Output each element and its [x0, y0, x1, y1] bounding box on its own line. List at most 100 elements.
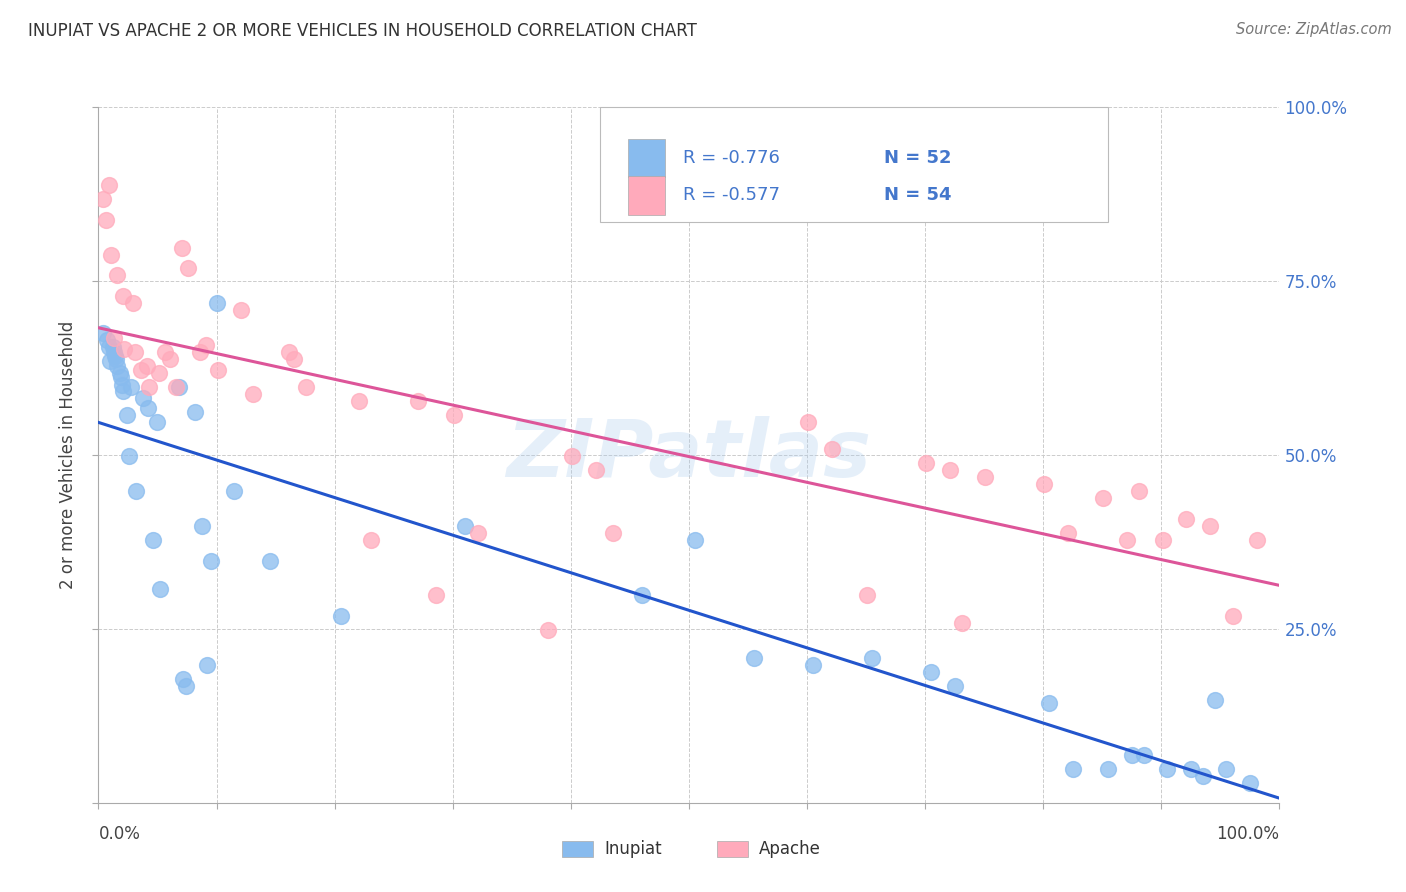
- Point: [91, 192, 114, 206]
- Point: [537, 624, 560, 638]
- Point: [561, 450, 583, 464]
- Point: [105, 351, 128, 366]
- Point: [1175, 512, 1198, 526]
- Point: [195, 658, 218, 673]
- Point: [172, 672, 194, 686]
- Text: N = 52: N = 52: [884, 149, 952, 167]
- Point: [200, 554, 222, 568]
- Point: [1222, 609, 1244, 624]
- Text: N = 54: N = 54: [884, 186, 952, 204]
- Point: [105, 359, 128, 373]
- Point: [98, 354, 121, 368]
- Text: 0.0%: 0.0%: [98, 825, 141, 843]
- Point: [742, 651, 765, 665]
- Y-axis label: 2 or more Vehicles in Household: 2 or more Vehicles in Household: [59, 321, 77, 589]
- Point: [172, 241, 194, 255]
- Point: [1057, 525, 1080, 540]
- Point: [135, 359, 157, 373]
- Point: [115, 408, 138, 422]
- Point: [329, 609, 352, 624]
- FancyBboxPatch shape: [627, 138, 665, 177]
- Point: [259, 554, 281, 568]
- Point: [360, 533, 382, 547]
- Text: 100.0%: 100.0%: [1216, 825, 1279, 843]
- Point: [98, 340, 121, 354]
- Point: [943, 679, 966, 693]
- Point: [683, 533, 706, 547]
- Text: Apache: Apache: [759, 840, 821, 858]
- Point: [1215, 763, 1237, 777]
- Point: [1152, 533, 1174, 547]
- Point: [443, 408, 465, 422]
- Point: [100, 247, 122, 261]
- Point: [1116, 533, 1139, 547]
- Point: [856, 589, 879, 603]
- Point: [149, 582, 172, 596]
- Point: [191, 519, 214, 533]
- Point: [184, 405, 207, 419]
- FancyBboxPatch shape: [600, 107, 1108, 222]
- Point: [1156, 763, 1178, 777]
- Point: [1092, 491, 1115, 505]
- Point: [167, 380, 190, 394]
- FancyBboxPatch shape: [627, 177, 665, 215]
- Point: [1191, 769, 1213, 783]
- Point: [630, 589, 652, 603]
- Point: [425, 589, 447, 603]
- Point: [108, 366, 131, 380]
- Point: [112, 384, 135, 398]
- Text: R = -0.577: R = -0.577: [683, 186, 780, 204]
- Text: INUPIAT VS APACHE 2 OR MORE VEHICLES IN HOUSEHOLD CORRELATION CHART: INUPIAT VS APACHE 2 OR MORE VEHICLES IN …: [28, 22, 697, 40]
- Point: [467, 525, 489, 540]
- Point: [96, 333, 118, 347]
- Point: [797, 415, 820, 429]
- Point: [1132, 748, 1154, 763]
- Point: [939, 463, 962, 477]
- Point: [1239, 776, 1261, 790]
- Point: [194, 338, 217, 352]
- Point: [295, 380, 318, 394]
- Point: [1198, 519, 1220, 533]
- Point: [585, 463, 607, 477]
- Point: [103, 345, 125, 359]
- Point: [408, 393, 430, 408]
- Point: [129, 363, 152, 377]
- Point: [224, 484, 246, 499]
- Point: [153, 345, 176, 359]
- Point: [453, 519, 475, 533]
- Point: [821, 442, 844, 457]
- Point: [915, 456, 938, 470]
- Point: [112, 289, 135, 303]
- Point: [1097, 763, 1119, 777]
- Point: [1246, 533, 1268, 547]
- Text: Inupiat: Inupiat: [605, 840, 662, 858]
- Point: [950, 616, 973, 631]
- Point: [242, 386, 264, 401]
- Point: [101, 340, 124, 354]
- Point: [142, 533, 165, 547]
- Point: [177, 261, 200, 276]
- Point: [104, 349, 127, 363]
- Point: [277, 345, 299, 359]
- Point: [860, 651, 883, 665]
- Point: [105, 268, 128, 283]
- Point: [94, 212, 117, 227]
- Point: [1180, 763, 1202, 777]
- Text: Source: ZipAtlas.com: Source: ZipAtlas.com: [1236, 22, 1392, 37]
- Point: [207, 363, 229, 377]
- Point: [146, 415, 169, 429]
- Point: [103, 331, 125, 345]
- Point: [1204, 693, 1226, 707]
- Point: [98, 178, 121, 192]
- Point: [165, 380, 187, 394]
- Point: [920, 665, 942, 679]
- Text: ZIPatlas: ZIPatlas: [506, 416, 872, 494]
- Point: [1121, 748, 1143, 763]
- Point: [1128, 484, 1150, 499]
- Point: [1038, 696, 1060, 710]
- Point: [159, 351, 181, 366]
- Point: [801, 658, 824, 673]
- Point: [231, 303, 253, 318]
- Point: [138, 380, 160, 394]
- Point: [132, 391, 155, 405]
